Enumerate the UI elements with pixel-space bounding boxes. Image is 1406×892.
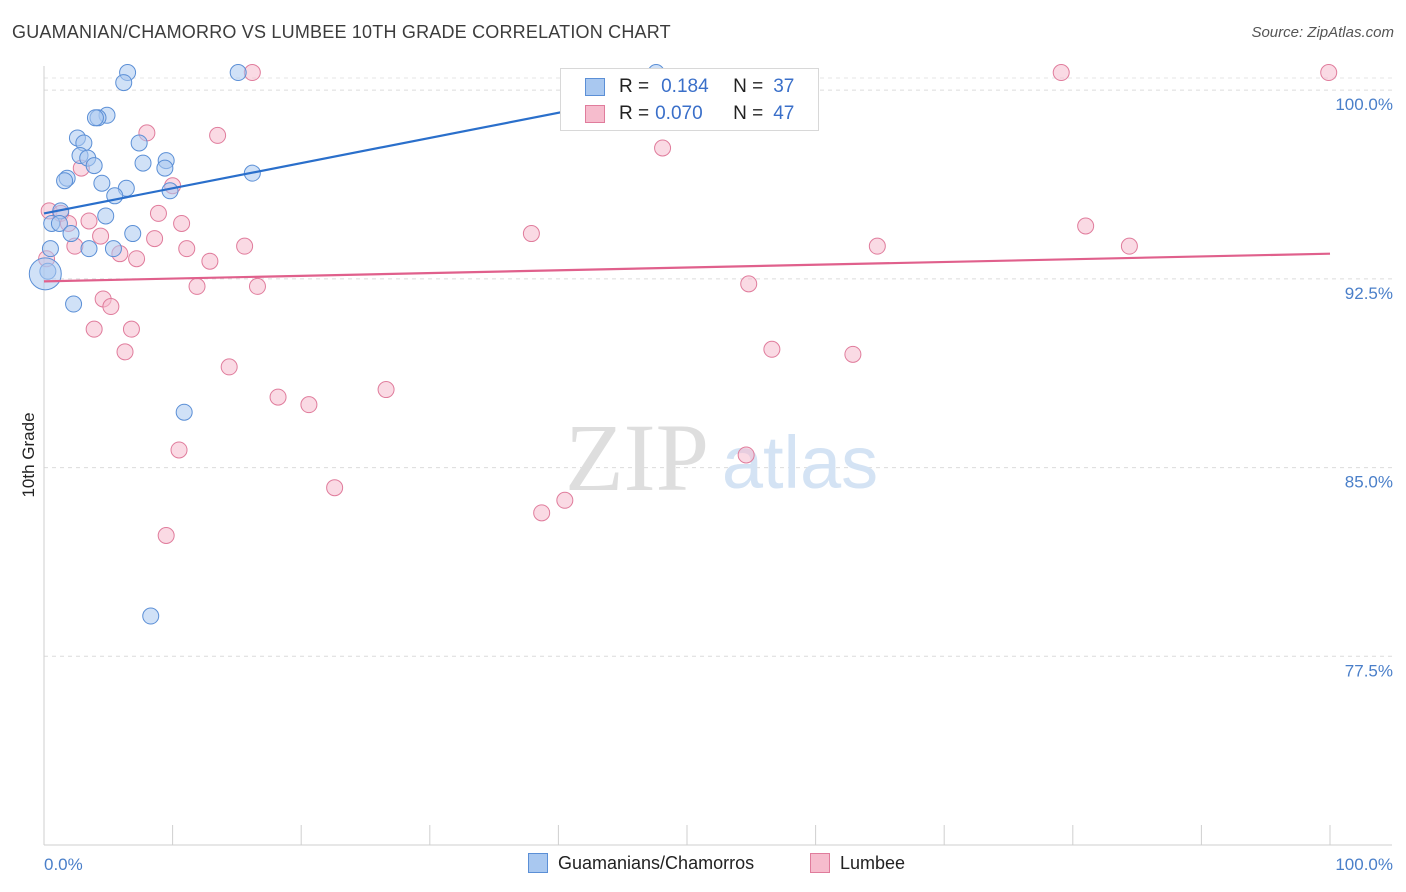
guamanian-point <box>85 157 103 175</box>
lumbee-point <box>102 298 120 316</box>
legend-swatch-pink <box>585 105 605 123</box>
lumbee-point <box>844 345 862 363</box>
watermark-zip: ZIP <box>565 404 709 511</box>
trend-line-lumbee <box>43 252 1331 283</box>
lumbee-point <box>1052 64 1070 82</box>
legend-r-label: R = <box>619 103 650 124</box>
legend-r-value: 0.184 <box>661 76 709 97</box>
y-tick-label: 77.5% <box>1345 661 1393 680</box>
lumbee-point <box>522 225 540 243</box>
guamanian-point <box>41 240 59 258</box>
guamanian-point <box>97 207 115 225</box>
guamanian-point <box>65 295 83 313</box>
y-tick-label: 100.0% <box>1335 95 1393 114</box>
lumbee-point <box>128 250 146 268</box>
lumbee-point <box>326 479 344 497</box>
lumbee-point <box>763 340 781 358</box>
legend-n-value: 37 <box>773 76 795 97</box>
guamanian-point <box>175 403 193 421</box>
lumbee-point <box>149 204 167 222</box>
guamanian-point <box>93 174 111 192</box>
bottom-legend-guamanian: Guamanians/Chamorros <box>528 850 754 876</box>
chart-title: GUAMANIAN/CHAMORRO VS LUMBEE 10TH GRADE … <box>12 22 671 42</box>
lumbee-point <box>92 227 110 245</box>
lumbee-point <box>220 358 238 376</box>
guamanian-point <box>56 172 74 190</box>
lumbee-point <box>236 237 254 255</box>
legend-r-label: R = <box>619 76 650 97</box>
lumbee-point <box>1077 217 1095 235</box>
lumbee-point <box>300 396 318 414</box>
axes <box>43 66 1392 846</box>
guamanian-point <box>28 257 62 291</box>
legend-n-label: N = <box>733 103 764 124</box>
legend-label-lumbee: Lumbee <box>840 852 906 873</box>
y-tick-label: 92.5% <box>1345 284 1393 303</box>
x-tick-label: 100.0% <box>1335 855 1393 874</box>
lumbee-point <box>173 214 191 232</box>
lumbee-point <box>85 320 103 338</box>
lumbee-point <box>556 491 574 509</box>
gridlines <box>44 77 1392 657</box>
watermark: ZIP atlas <box>565 404 878 511</box>
lumbee-point <box>1120 237 1138 255</box>
guamanian-point <box>104 240 122 258</box>
lumbee-point <box>243 64 261 82</box>
legend-n-label: N = <box>733 76 764 97</box>
lumbee-point <box>533 504 551 522</box>
guamanian-point <box>86 109 104 127</box>
legend-n-value: 47 <box>773 103 795 124</box>
lumbee-point <box>116 343 134 361</box>
lumbee-point <box>170 441 188 459</box>
guamanian-point <box>124 225 142 243</box>
guamanian-point <box>229 64 247 82</box>
legend-swatch-blue <box>585 78 605 96</box>
guamanian-point <box>156 159 174 177</box>
lumbee-point <box>146 230 164 248</box>
tick-labels: 100.0% 92.5% 85.0% 77.5% 0.0% 100.0% <box>44 95 1393 874</box>
lumbee-point <box>188 277 206 295</box>
legend-r-value: 0.070 <box>655 103 703 124</box>
legend-row-lumbee: R = 0.070 N = 47 <box>561 101 794 127</box>
lumbee-point <box>740 275 758 293</box>
x-tick-label: 0.0% <box>44 855 83 874</box>
y-tick-label: 85.0% <box>1345 473 1393 492</box>
legend-swatch-blue <box>528 853 548 873</box>
lumbee-point <box>377 381 395 399</box>
legend-swatch-pink <box>810 853 830 873</box>
guamanian-point <box>50 214 68 232</box>
lumbee-point <box>80 212 98 230</box>
lumbee-point <box>122 320 140 338</box>
guamanian-point <box>80 240 98 258</box>
lumbee-point <box>201 252 219 270</box>
lumbee-point <box>178 240 196 258</box>
lumbee-point <box>248 277 266 295</box>
lumbee-point <box>654 139 672 157</box>
lumbee-point <box>209 126 227 144</box>
lumbee-point <box>737 446 755 464</box>
lumbee-point <box>868 237 886 255</box>
legend-row-guamanian: R = 0.184 N = 37 <box>561 74 794 100</box>
legend-label-guamanian: Guamanians/Chamorros <box>558 852 755 873</box>
lumbee-point <box>157 527 175 545</box>
guamanian-point <box>115 74 133 92</box>
source-label: Source: ZipAtlas.com <box>1251 24 1394 41</box>
guamanian-point <box>62 225 80 243</box>
guamanian-point <box>142 607 160 625</box>
lumbee-point <box>1320 64 1338 82</box>
lumbee-point <box>269 388 287 406</box>
bottom-legend-lumbee: Lumbee <box>810 850 905 876</box>
guamanian-point <box>134 154 152 172</box>
correlation-legend: R = 0.184 N = 37 R = 0.070 N = 47 <box>560 68 819 131</box>
y-axis-title: 10th Grade <box>19 412 38 497</box>
guamanian-point <box>130 134 148 152</box>
